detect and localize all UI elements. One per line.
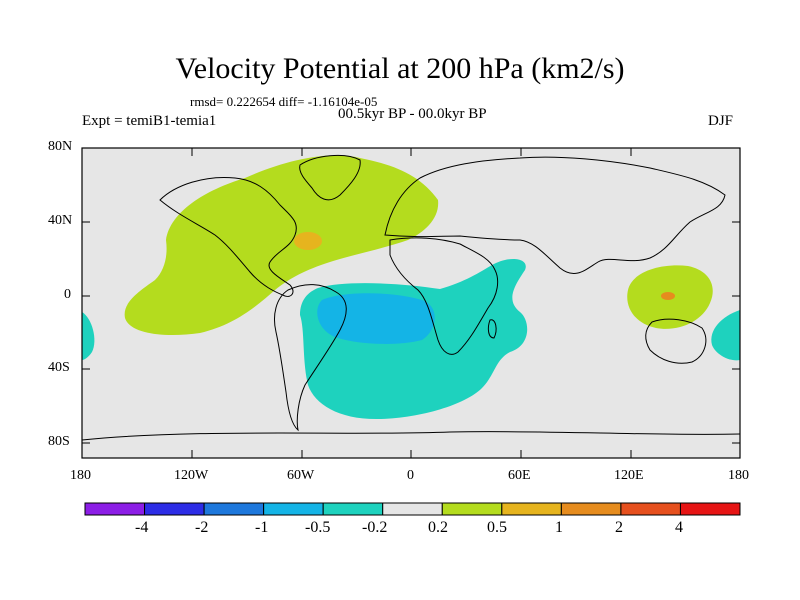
lat-label-40s: 40S <box>48 360 70 375</box>
colorbar-label-3: -1 <box>255 519 269 536</box>
lon-label-180w: 180 <box>70 468 91 483</box>
colorbar-box <box>322 502 384 516</box>
lat-label-0: 0 <box>64 287 71 302</box>
colorbar-label-2: -2 <box>195 519 209 536</box>
colorbar-label-8: 1 <box>555 519 563 536</box>
lat-label-80s: 80S <box>48 434 70 449</box>
colorbar-label-5: -0.2 <box>362 519 388 536</box>
experiment-label: Expt = temiB1-temia1 <box>82 113 217 129</box>
lon-ticks <box>81 148 741 458</box>
coastlines <box>81 155 741 441</box>
colorbar-box <box>84 502 146 516</box>
colorbar-box <box>441 502 503 516</box>
lon-label-60e: 60E <box>508 468 531 483</box>
lon-label-60w: 60W <box>287 468 315 483</box>
colorbar-box <box>620 502 681 516</box>
coastline-greenland <box>299 155 361 201</box>
colorbar-box <box>203 502 265 516</box>
colorbar-label-4: -0.5 <box>305 519 331 536</box>
coastline-north-america <box>159 176 297 297</box>
colorbar-label-9: 2 <box>615 519 623 536</box>
lon-label-120e: 120E <box>614 468 644 483</box>
coastline-australia <box>645 318 707 364</box>
colorbar <box>84 502 741 516</box>
negative-contour-east-edge <box>711 310 740 361</box>
lon-label-120w: 120W <box>174 468 209 483</box>
lat-ticks <box>82 147 740 444</box>
lat-label-40n: 40N <box>48 213 73 228</box>
negative-contour-west-edge <box>82 312 95 360</box>
colorbar-label-1: -4 <box>135 519 149 536</box>
colorbar-box <box>263 502 324 516</box>
lon-label-0: 0 <box>407 468 414 483</box>
positive-contour-north-atlantic <box>124 155 439 336</box>
colorbar-box <box>501 502 562 516</box>
period-label: 00.5kyr BP - 00.0kyr BP <box>338 106 487 122</box>
colorbar-box <box>144 502 205 516</box>
negative-core-south-atlantic <box>317 293 435 344</box>
coastline-antarctica <box>81 431 741 441</box>
colorbar-label-10: 4 <box>675 519 683 536</box>
page-title: Velocity Potential at 200 hPa (km2/s) <box>175 52 625 85</box>
season-label: DJF <box>708 113 734 129</box>
lon-label-180e: 180 <box>728 468 749 483</box>
colorbar-label-7: 0.5 <box>487 519 507 536</box>
lat-label-80n: 80N <box>48 139 73 154</box>
colorbar-box <box>560 502 622 516</box>
coastline-eurasia <box>384 156 726 274</box>
coastline-south-america <box>274 284 347 432</box>
positive-peak-north-atlantic <box>294 232 322 250</box>
colorbar-box <box>679 502 741 516</box>
colorbar-box <box>382 502 443 516</box>
positive-peak-west-pacific <box>661 292 675 300</box>
stats-text: rmsd= 0.222654 diff= -1.16104e-05 <box>190 94 378 109</box>
coastline-africa <box>389 237 499 355</box>
coastline-madagascar <box>487 319 497 339</box>
colorbar-label-6: 0.2 <box>428 519 448 536</box>
